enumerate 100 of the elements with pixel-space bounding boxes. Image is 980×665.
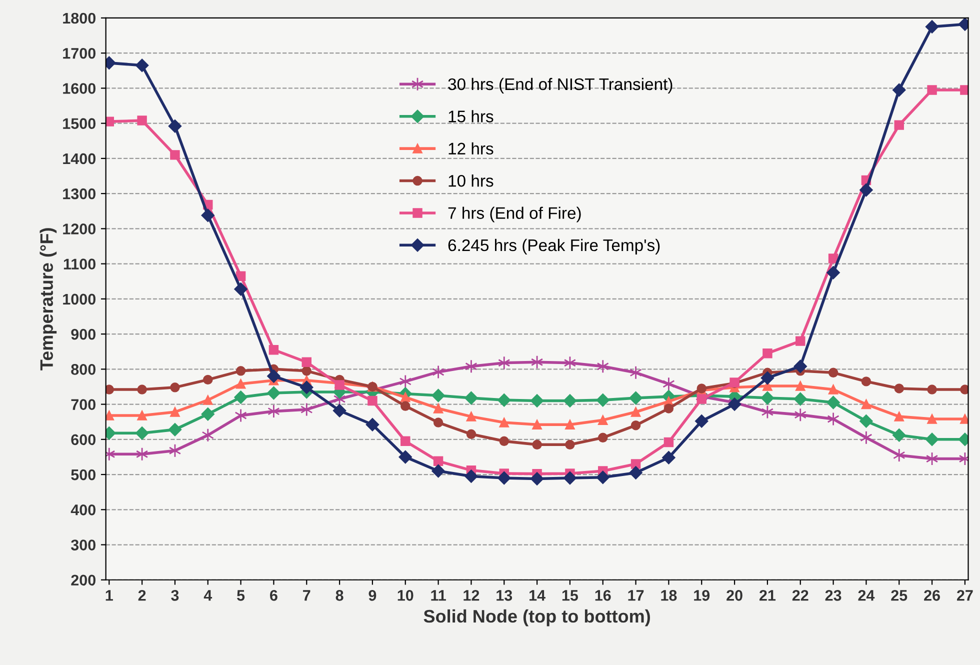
x-tick-label: 12 bbox=[464, 590, 480, 601]
point bbox=[828, 368, 838, 378]
point bbox=[925, 20, 939, 34]
point bbox=[368, 396, 378, 406]
x-tick-label: 3 bbox=[171, 590, 179, 601]
point bbox=[400, 392, 410, 402]
point bbox=[796, 381, 806, 391]
point bbox=[532, 420, 542, 430]
point bbox=[302, 357, 312, 367]
x-tick-label: 5 bbox=[237, 590, 245, 601]
y-tick-label: 300 bbox=[70, 540, 96, 550]
point bbox=[662, 451, 676, 464]
x-tick-label: 15 bbox=[562, 590, 578, 601]
point bbox=[334, 380, 344, 390]
point bbox=[861, 399, 872, 410]
legend-label: 15 hrs bbox=[448, 110, 494, 122]
point bbox=[630, 420, 641, 430]
x-tick-label: 8 bbox=[336, 590, 344, 601]
x-tick-label: 16 bbox=[595, 590, 611, 601]
x-tick-label: 18 bbox=[661, 590, 677, 601]
x-tick-label: 10 bbox=[398, 590, 414, 601]
y-tick-label: 1500 bbox=[63, 118, 96, 129]
point bbox=[170, 382, 180, 392]
point bbox=[794, 392, 807, 406]
point bbox=[466, 429, 476, 439]
point bbox=[662, 376, 675, 391]
x-tick-label: 11 bbox=[431, 590, 446, 601]
point bbox=[432, 365, 444, 379]
point bbox=[563, 471, 577, 485]
point bbox=[201, 208, 214, 222]
point bbox=[106, 116, 114, 126]
point bbox=[860, 430, 872, 445]
point bbox=[236, 366, 246, 376]
point bbox=[399, 374, 412, 388]
legend-label: 10 hrs bbox=[448, 174, 494, 187]
point bbox=[960, 85, 968, 95]
point bbox=[432, 388, 445, 402]
point bbox=[894, 120, 904, 130]
point bbox=[598, 415, 608, 425]
point bbox=[433, 418, 444, 428]
y-tick-label: 600 bbox=[71, 434, 96, 446]
point bbox=[466, 412, 476, 422]
x-tick-label: 24 bbox=[858, 590, 875, 601]
point bbox=[629, 391, 642, 405]
point bbox=[828, 254, 838, 264]
x-axis-title: Solid Node (top to bottom) bbox=[424, 609, 650, 626]
y-tick-label: 700 bbox=[71, 399, 96, 410]
point bbox=[267, 370, 280, 383]
x-tick-label: 4 bbox=[204, 590, 212, 601]
point bbox=[498, 393, 511, 407]
point bbox=[300, 380, 314, 394]
point bbox=[234, 390, 248, 404]
point bbox=[400, 401, 410, 411]
point bbox=[202, 428, 214, 442]
point bbox=[135, 58, 149, 72]
point bbox=[300, 402, 313, 416]
x-tick-label: 1 bbox=[106, 590, 113, 601]
point bbox=[596, 470, 610, 484]
point bbox=[893, 448, 906, 462]
point bbox=[696, 394, 706, 404]
y-tick-label: 1800 bbox=[63, 12, 96, 24]
point bbox=[530, 472, 544, 486]
point bbox=[168, 120, 182, 133]
point bbox=[135, 426, 149, 440]
point bbox=[302, 366, 312, 376]
y-tick-label: 1600 bbox=[63, 83, 96, 94]
point bbox=[498, 471, 511, 485]
point bbox=[464, 391, 478, 405]
point bbox=[168, 422, 182, 436]
point bbox=[170, 407, 180, 417]
point bbox=[398, 450, 412, 464]
point bbox=[960, 414, 968, 424]
x-tick-label: 19 bbox=[694, 590, 710, 601]
y-tick-label: 1100 bbox=[64, 258, 96, 270]
point bbox=[236, 379, 246, 389]
point bbox=[927, 85, 937, 95]
point bbox=[630, 407, 641, 417]
point bbox=[629, 466, 642, 480]
point bbox=[268, 344, 279, 355]
legend-label: 7 hrs (End of Fire) bbox=[448, 206, 581, 222]
x-tick-label: 7 bbox=[303, 590, 310, 601]
y-tick-label: 1300 bbox=[63, 188, 96, 200]
point bbox=[170, 150, 180, 160]
y-tick-label: 200 bbox=[71, 574, 96, 586]
point bbox=[400, 436, 410, 446]
y-tick-label: 500 bbox=[71, 469, 96, 480]
point bbox=[498, 356, 510, 370]
point bbox=[695, 414, 708, 428]
point bbox=[332, 404, 346, 418]
y-tick-label: 1200 bbox=[63, 224, 96, 234]
point bbox=[760, 391, 774, 405]
x-tick-label: 25 bbox=[891, 590, 908, 601]
point bbox=[267, 386, 280, 400]
point bbox=[762, 348, 772, 358]
point bbox=[828, 384, 838, 394]
x-tick-label: 22 bbox=[792, 590, 808, 601]
point bbox=[826, 396, 840, 410]
point bbox=[366, 418, 380, 432]
y-axis-title: Temperature (°F) bbox=[40, 228, 57, 370]
x-tick-label: 27 bbox=[956, 590, 973, 601]
